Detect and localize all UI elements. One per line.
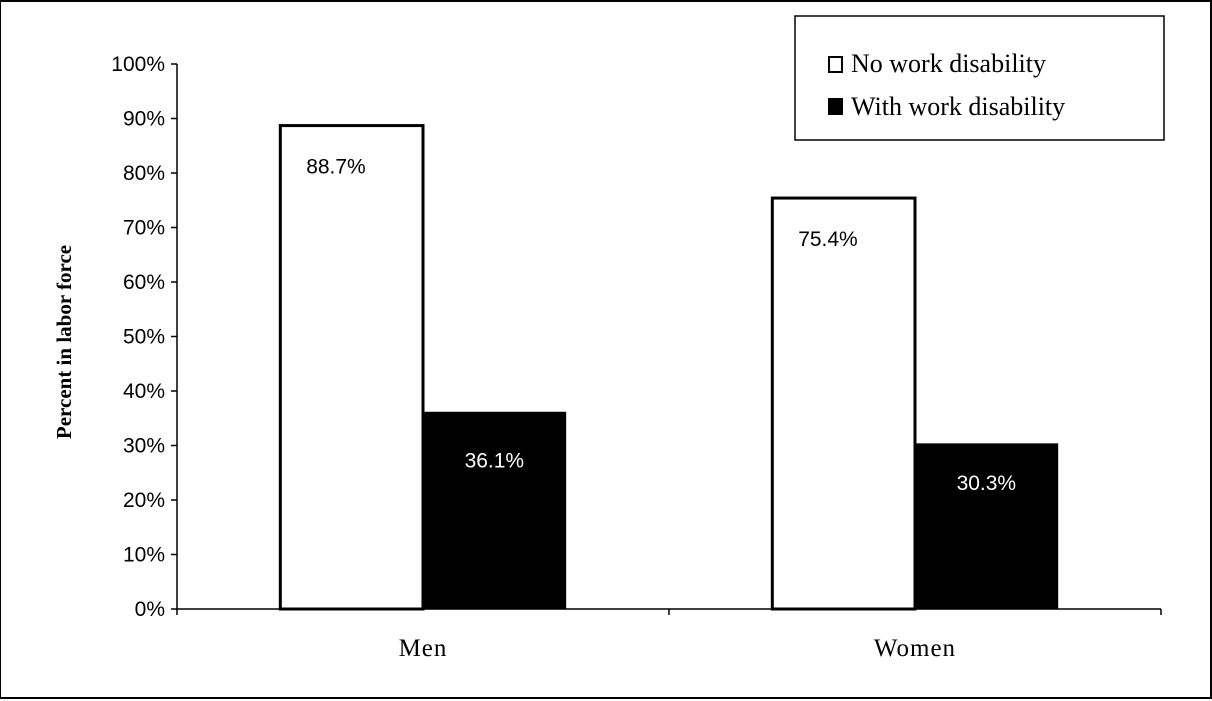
y-tick-label: 80%	[123, 162, 165, 185]
y-tick-label: 100%	[111, 53, 165, 76]
y-tick-label: 40%	[123, 380, 165, 403]
legend-box	[794, 15, 1165, 141]
y-tick-label: 70%	[123, 217, 165, 240]
y-tick-label: 0%	[135, 598, 165, 621]
y-tick-label: 10%	[123, 544, 165, 567]
y-tick-label: 20%	[123, 489, 165, 512]
bar	[914, 443, 1059, 610]
bars	[278, 124, 1059, 611]
legend-swatch-with-disability	[828, 98, 843, 115]
data-label: 30.3%	[957, 472, 1017, 495]
x-category-label: Men	[399, 635, 448, 662]
data-label: 75.4%	[798, 228, 858, 251]
legend: No work disability With work disability	[794, 15, 1165, 141]
y-tick-label: 90%	[123, 108, 165, 131]
bar	[422, 411, 567, 610]
legend-label-with-disability: With work disability	[851, 92, 1065, 121]
y-axis-title: Percent in labor force	[52, 245, 76, 439]
legend-swatch-no-disability	[828, 56, 843, 73]
x-axis: Men Women	[176, 608, 1162, 662]
legend-label-no-disability: No work disability	[851, 49, 1046, 78]
data-label: 88.7%	[306, 156, 366, 179]
data-label: 36.1%	[465, 449, 525, 472]
x-category-label: Women	[874, 635, 956, 662]
data-labels: 88.7% 36.1% 75.4% 30.3%	[306, 156, 1016, 496]
y-axis: 0% 10% 20% 30% 40% 50% 60% 70% 80% 90% 100%	[111, 53, 178, 621]
y-tick-label: 50%	[123, 326, 165, 349]
y-tick-label: 30%	[123, 435, 165, 458]
y-tick-label: 60%	[123, 271, 165, 294]
bar	[770, 196, 917, 611]
bar	[278, 124, 425, 611]
